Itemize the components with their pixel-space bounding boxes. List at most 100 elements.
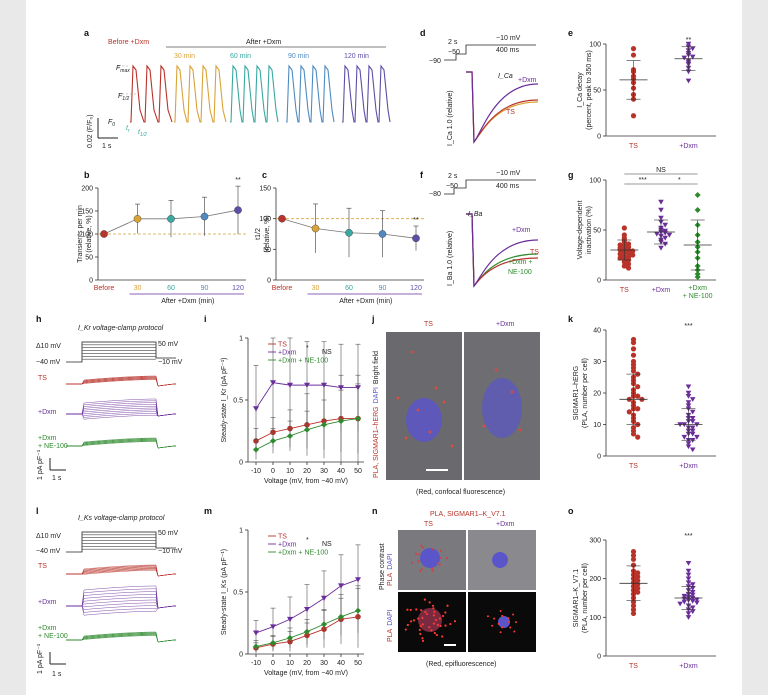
data-point (625, 261, 632, 267)
current-trace (66, 413, 177, 420)
data-point (662, 235, 668, 241)
current-trace (466, 213, 539, 288)
pla-dot (421, 637, 424, 640)
current-trace (66, 567, 177, 577)
data-point (200, 212, 209, 221)
data-point (321, 382, 327, 388)
time-label-30: 30 min (174, 53, 195, 60)
n-col-ts: TS (424, 521, 433, 528)
x-tick-label: 10 (286, 468, 294, 475)
x-tick-label: +Dxm (688, 285, 707, 292)
j-nucleus-ts (406, 398, 442, 442)
pla-dot (453, 620, 457, 623)
pla-dot (512, 613, 515, 616)
pla-dot (450, 444, 454, 448)
n-nucleus-ts-top (420, 548, 440, 568)
current-trace (66, 378, 177, 387)
pla-dot (513, 630, 516, 633)
y-tick-label: 0 (89, 278, 93, 285)
data-point (658, 215, 664, 221)
fhalf-label: F1/2 (118, 93, 129, 102)
ica-label-ts: TS (506, 109, 515, 116)
legend-label: +Dxm + NE-100 (278, 358, 328, 365)
chart-o: 0 100 200 300 SIGMAR1–K_V7.1 (PLA, number per… (573, 533, 716, 670)
data-point (635, 589, 641, 595)
legend-label: TS (278, 342, 287, 349)
data-point (685, 41, 692, 47)
data-point (635, 585, 641, 591)
data-point (617, 251, 623, 257)
y-tick-label: 100 (589, 615, 601, 622)
x-tick-label: 0 (271, 468, 275, 475)
pla-dot (510, 390, 514, 394)
panel-l-iks-traces: I_Ks voltage-clamp protocol Δ10 mV −40 m… (36, 515, 183, 678)
calcium-trace (174, 64, 227, 123)
chart-k: 0 10 20 30 40 SIGMAR1–hERG (PLA, number per ce… (573, 323, 716, 470)
time-label-90: 90 min (288, 53, 309, 60)
f0-label: F0 (108, 119, 115, 128)
pla-dot (507, 617, 510, 620)
data-point (635, 574, 641, 580)
pla-dot (406, 608, 409, 611)
y-tick-label: 100 (81, 232, 93, 239)
data-point (677, 601, 683, 607)
iks-trace-ts-label: TS (38, 563, 47, 570)
y-tick-label: 30 (593, 359, 601, 366)
y-tick-label: 0.5 (233, 590, 243, 597)
data-point (685, 568, 692, 574)
significance-label: NS (322, 541, 332, 548)
data-point (681, 55, 688, 61)
pla-dot (482, 424, 486, 428)
data-point (304, 426, 310, 433)
legend-label: +Dxm (278, 350, 297, 357)
ikr-scale-label: 1 pA pF⁻¹ (37, 449, 44, 480)
pla-dot (406, 623, 409, 627)
panel-letter-k: k (568, 314, 574, 324)
pla-dot (431, 604, 435, 607)
data-point (635, 406, 641, 412)
panel-letter-f: f (420, 170, 424, 180)
pla-dot (439, 549, 442, 552)
y-axis-label: I_Ca decay (577, 72, 584, 108)
y-axis-label-2: (relative, %) (86, 215, 93, 252)
pla-dot (410, 561, 413, 564)
pla-dot (404, 628, 407, 631)
data-point (321, 421, 327, 428)
data-point (635, 570, 641, 576)
y-tick-label: 0.5 (233, 398, 243, 405)
pla-dot (409, 620, 413, 623)
pla-dot (419, 625, 422, 628)
y-tick-label: 1 (239, 336, 243, 343)
panel-letter-l: l (36, 506, 39, 516)
pla-dot (499, 610, 502, 613)
pla-dot (419, 632, 422, 636)
iks-top-label: 50 mV (158, 530, 179, 537)
x-tick-label: 20 (303, 660, 311, 667)
current-trace (66, 441, 177, 449)
calcium-trace (230, 64, 279, 123)
pla-dot (404, 436, 408, 440)
iks-trace-dxmne-label: +Dxm (38, 625, 57, 632)
pla-dot (416, 408, 420, 412)
data-point (100, 230, 108, 238)
pla-dot (414, 552, 417, 555)
pla-dot (514, 621, 517, 624)
data-point (635, 384, 641, 390)
pla-dot (421, 616, 424, 619)
iba-label-dxm: +Dxm (512, 227, 531, 234)
current-trace (66, 635, 177, 643)
x-tick-label: 40 (337, 468, 345, 475)
n-nucleus-dxm-bottom (498, 616, 510, 628)
x-tick-label: + NE-100 (683, 293, 713, 300)
data-point (685, 390, 692, 396)
y-tick-label: 40 (593, 328, 601, 335)
iks-protocol-title: I_Ks voltage-clamp protocol (78, 515, 165, 522)
data-point (625, 265, 632, 271)
y-tick-label: 50 (593, 88, 601, 95)
data-point (630, 46, 637, 52)
pla-dot (441, 614, 445, 618)
pla-dot (423, 598, 426, 601)
data-point (694, 207, 701, 213)
y-tick-label: 0 (597, 134, 601, 141)
data-point (689, 431, 696, 437)
